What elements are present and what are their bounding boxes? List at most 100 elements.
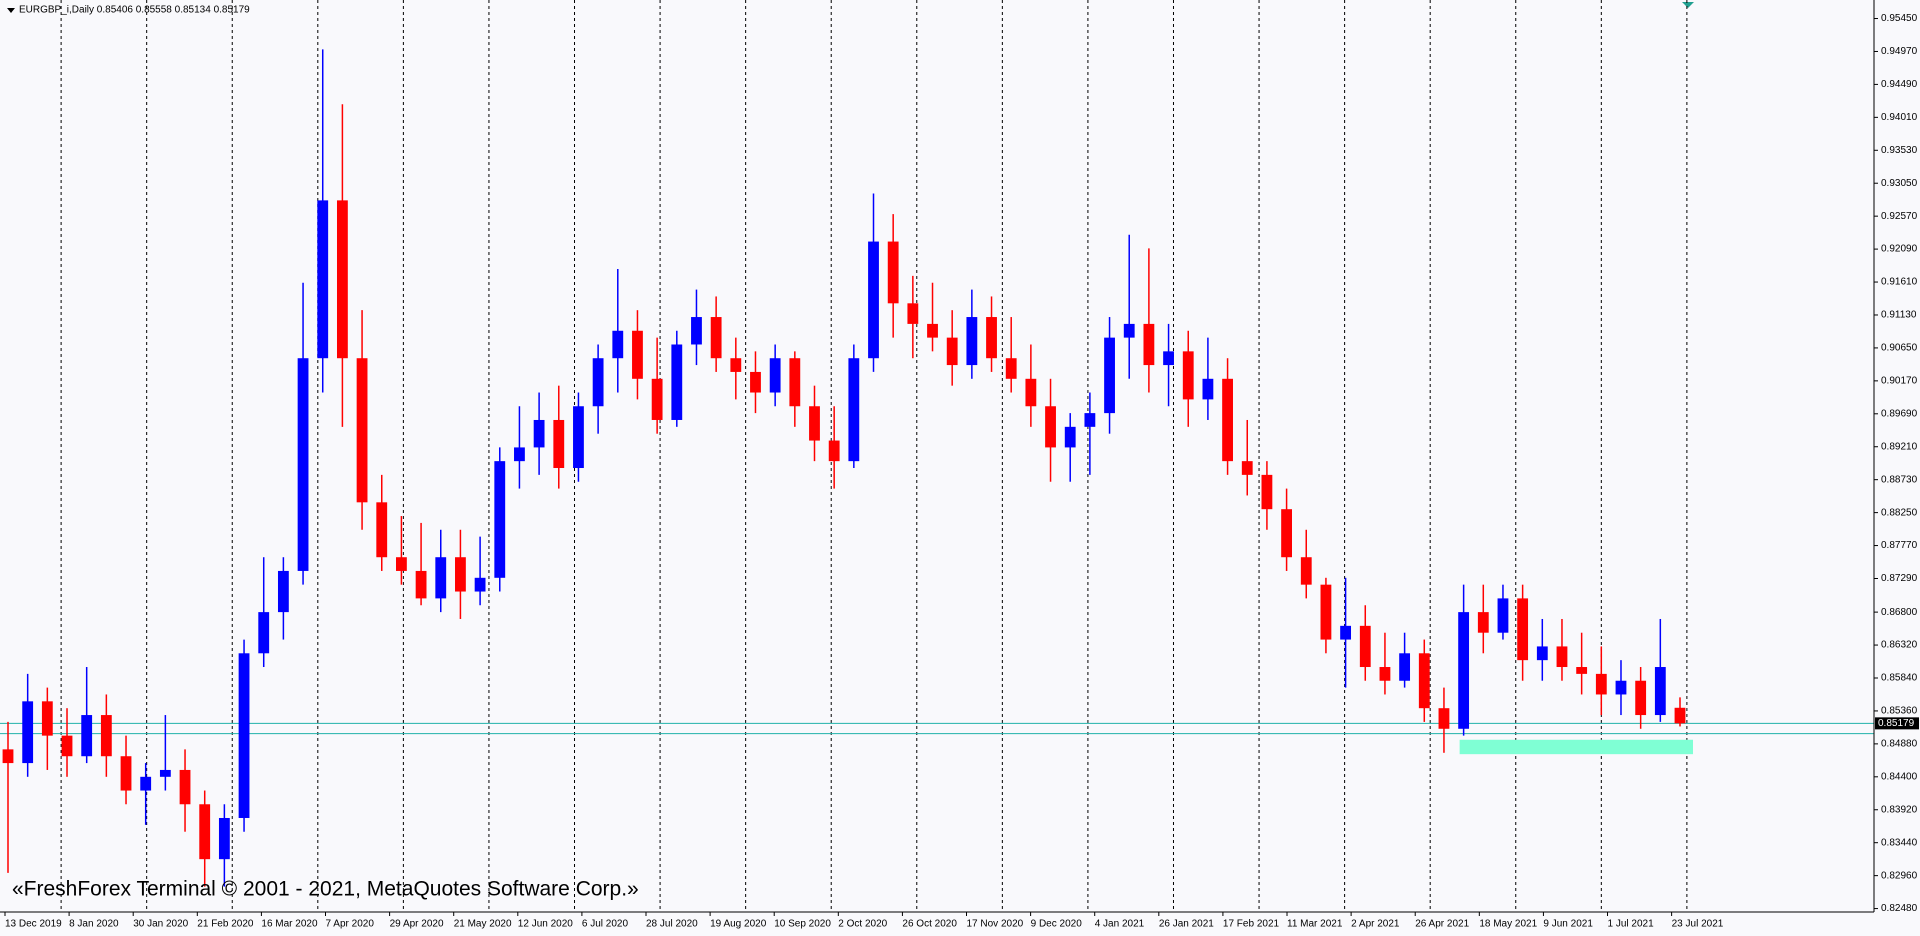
- shift-marker: [1682, 2, 1694, 8]
- candle-body: [258, 612, 270, 654]
- candle-body: [1320, 584, 1332, 640]
- x-tick-label: 1 Jul 2021: [1608, 919, 1655, 930]
- price-label: 0.85179: [1878, 718, 1915, 729]
- candle-body: [1418, 653, 1430, 709]
- candle-body: [1576, 667, 1588, 674]
- candle-body: [1359, 625, 1371, 668]
- candle-body: [671, 344, 683, 420]
- y-tick-label: 0.92090: [1881, 244, 1918, 255]
- y-tick-label: 0.83920: [1881, 804, 1918, 815]
- candle-body: [1477, 612, 1489, 633]
- x-tick-label: 12 Jun 2020: [518, 919, 573, 930]
- y-tick-label: 0.87770: [1881, 540, 1918, 551]
- x-tick-label: 6 Jul 2020: [582, 919, 629, 930]
- x-tick-label: 26 Oct 2020: [902, 919, 957, 930]
- candle-body: [1595, 673, 1607, 695]
- candle-body: [2, 749, 14, 764]
- candle-body: [1241, 461, 1253, 475]
- candle-body: [986, 317, 997, 359]
- y-tick-label: 0.82480: [1881, 903, 1918, 914]
- x-tick-label: 9 Jun 2021: [1543, 919, 1593, 930]
- y-tick-label: 0.88250: [1881, 507, 1918, 518]
- candle-body: [1123, 323, 1135, 338]
- candle-body: [789, 358, 801, 407]
- candle-body: [592, 358, 604, 407]
- candle-body: [651, 378, 663, 420]
- x-tick-label: 18 May 2021: [1479, 919, 1537, 930]
- y-tick-label: 0.94010: [1881, 112, 1918, 123]
- y-tick-label: 0.83440: [1881, 837, 1918, 848]
- x-tick-label: 29 Apr 2020: [390, 919, 444, 930]
- candle-body: [1438, 708, 1450, 729]
- candle-body: [612, 330, 624, 359]
- plot-area: [0, 0, 1874, 912]
- candle-body: [710, 317, 722, 359]
- candle-body: [179, 769, 191, 805]
- candle-body: [828, 440, 840, 462]
- candle-body: [1163, 351, 1174, 366]
- x-tick-label: 30 Jan 2020: [133, 919, 188, 930]
- candle-body: [1674, 707, 1686, 724]
- x-tick-label: 21 May 2020: [454, 919, 512, 930]
- candle-body: [809, 406, 820, 441]
- candle-body: [1182, 351, 1194, 400]
- candle-body: [1005, 358, 1017, 379]
- candle-body: [336, 200, 348, 359]
- x-tick-label: 7 Apr 2020: [326, 919, 375, 930]
- y-tick-label: 0.84400: [1881, 771, 1918, 782]
- candle-body: [455, 557, 466, 592]
- candle-body: [356, 358, 368, 503]
- y-tick-label: 0.82960: [1881, 870, 1918, 881]
- candle-body: [907, 303, 919, 324]
- candle-body: [1300, 557, 1312, 585]
- candle-body: [1025, 378, 1037, 407]
- menu-arrow: [7, 8, 15, 13]
- candle-body: [81, 715, 93, 757]
- candle-body: [927, 323, 938, 338]
- candle-body: [1458, 612, 1470, 729]
- candle-body: [1281, 509, 1292, 558]
- candle-body: [199, 804, 211, 860]
- candle-body: [887, 241, 899, 304]
- x-tick-label: 28 Jul 2020: [646, 919, 698, 930]
- candle-body: [1536, 646, 1548, 661]
- candle-body: [41, 701, 53, 736]
- y-tick-label: 0.85360: [1881, 706, 1918, 717]
- candle-body: [514, 447, 525, 462]
- candle-body: [396, 557, 407, 571]
- candle-body: [1104, 337, 1115, 414]
- candle-body: [573, 406, 584, 469]
- candle-body: [415, 570, 427, 599]
- y-tick-label: 0.92570: [1881, 211, 1918, 222]
- candle-body: [946, 337, 958, 366]
- candle-body: [376, 502, 388, 558]
- x-tick-label: 17 Nov 2020: [967, 919, 1024, 930]
- y-tick-label: 0.90650: [1881, 343, 1918, 354]
- y-tick-label: 0.85840: [1881, 673, 1918, 684]
- y-tick-label: 0.89210: [1881, 441, 1918, 452]
- x-tick-label: 11 Mar 2021: [1287, 919, 1343, 930]
- candle-body: [435, 557, 447, 599]
- y-tick-label: 0.90170: [1881, 375, 1918, 386]
- candle-body: [1556, 646, 1568, 668]
- y-tick-label: 0.87290: [1881, 573, 1918, 584]
- support-zone: [1459, 739, 1693, 755]
- candle-body: [1340, 625, 1352, 640]
- candle-body: [494, 461, 506, 578]
- x-tick-label: 4 Jan 2021: [1095, 919, 1145, 930]
- x-tick-label: 8 Jan 2020: [69, 919, 119, 930]
- candle-body: [238, 653, 250, 818]
- y-tick-label: 0.93530: [1881, 145, 1918, 156]
- candle-body: [1045, 406, 1056, 448]
- x-tick-label: 26 Jan 2021: [1159, 919, 1214, 930]
- y-tick-label: 0.95450: [1881, 13, 1918, 24]
- y-tick-label: 0.91130: [1881, 310, 1917, 321]
- x-tick-label: 9 Dec 2020: [1031, 919, 1083, 930]
- candle-body: [1222, 378, 1233, 462]
- x-tick-label: 17 Feb 2021: [1223, 919, 1280, 930]
- y-tick-label: 0.91610: [1881, 277, 1918, 288]
- candle-body: [730, 358, 742, 372]
- y-tick-label: 0.94970: [1881, 46, 1918, 57]
- chart-title: EURGBP_i,Daily 0.85406 0.85558 0.85134 0…: [19, 5, 250, 16]
